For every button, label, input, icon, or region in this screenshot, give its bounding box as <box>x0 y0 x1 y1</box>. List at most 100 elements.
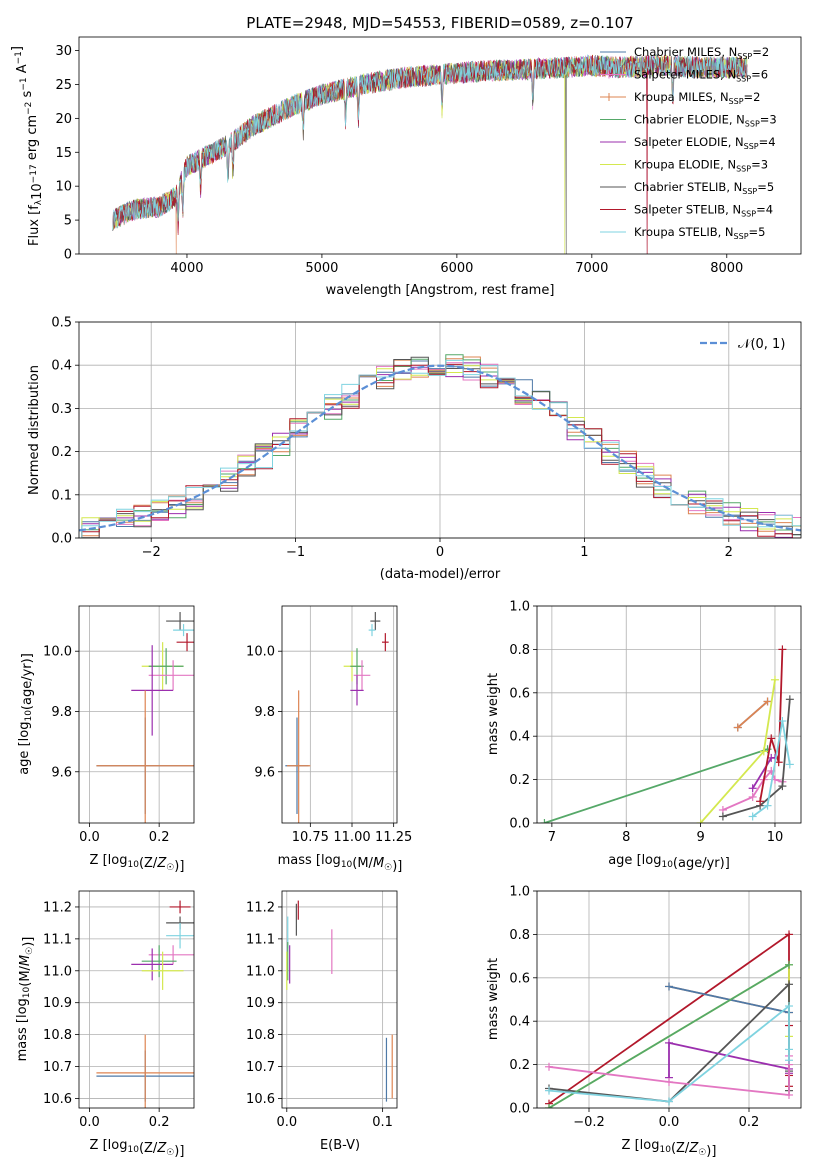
y-tick-label: 9.6 <box>51 765 72 780</box>
x-tick-label: 8 <box>622 830 630 845</box>
y-tick-label: 11.0 <box>43 964 72 979</box>
x-tick-label: 10.75 <box>292 830 329 845</box>
plot-area <box>286 900 393 1102</box>
y-tick-label: 11.1 <box>43 932 72 947</box>
y-tick-label: 1.0 <box>509 600 530 615</box>
y-tick-label: 10.7 <box>246 1060 275 1075</box>
plot-layer: 4000 5000 6000 7000 8000051015202530waveleng… <box>10 36 802 1159</box>
x-tick-label: 7000 <box>575 261 608 276</box>
plot-area <box>545 930 793 1108</box>
y-tick-label: 9.8 <box>51 705 72 720</box>
axes-weight_vs_Z: −0.2 0.0 0.2 0.0 0.2 0.4 0.6 0.8 1.0 <box>509 885 802 1130</box>
axes-age_vs_Z: 0.0 0.2 9.6 9.8 10.0 <box>43 605 195 845</box>
y-tick-label: 10.6 <box>246 1092 275 1107</box>
x-axis-label: Z [log10(Z/Z☉)] <box>90 1138 185 1159</box>
axes-residuals: −2 −1 0 1 2 0.0 0.1 0.2 0.3 0.4 0.5 <box>51 316 802 560</box>
legend-entry: Chabrier ELODIE, NSSP=3 <box>634 113 777 129</box>
legend-entry: Salpeter ELODIE, NSSP=4 <box>634 135 776 151</box>
axes-weight_vs_age: 7 8 9 10 0.0 0.2 0.4 0.6 0.8 1.0 <box>509 600 802 845</box>
y-tick-label: 9.6 <box>254 765 275 780</box>
weight-line <box>759 649 784 802</box>
y-tick-label: 10.6 <box>43 1092 72 1107</box>
y-tick-label: 0 <box>64 248 72 263</box>
spectrum-line <box>112 53 748 231</box>
y-tick-label: 11.2 <box>246 900 275 915</box>
y-tick-label: 0.0 <box>509 1102 530 1117</box>
x-tick-label: 8000 <box>710 261 743 276</box>
grid <box>79 606 194 823</box>
x-tick-label: 1 <box>580 545 588 560</box>
x-tick-label: 0.0 <box>79 830 100 845</box>
x-tick-label: 5000 <box>305 261 338 276</box>
x-tick-label: 11.25 <box>375 830 412 845</box>
plot-area <box>540 645 794 823</box>
histogram-step <box>79 362 801 538</box>
y-tick-label: 15 <box>55 146 72 161</box>
y-tick-label: 0.4 <box>509 1015 530 1030</box>
grid <box>79 321 801 539</box>
y-axis-label: Flux [fλ10−17 erg cm−2 s−1 A−1] <box>10 46 45 246</box>
weight-line <box>668 985 790 1014</box>
axes-mass_vs_ebv: 0.0 0.1 10.6 10.7 10.8 10.9 11.0 11.1 11.2 <box>246 890 398 1130</box>
y-tick-label: 11.1 <box>246 932 275 947</box>
x-tick-label: −1 <box>286 545 305 560</box>
grid <box>79 891 194 1108</box>
axes-frame <box>536 605 802 824</box>
y-tick-label: 10.8 <box>246 1028 275 1043</box>
x-axis-label: E(B-V) <box>320 1138 360 1153</box>
x-axis-label: (data-model)/error <box>380 567 501 582</box>
y-tick-label: 0.4 <box>509 730 530 745</box>
y-axis-label: age [log10(age/yr)] <box>17 653 35 775</box>
plot-area <box>96 900 194 1108</box>
x-tick-label: 0 <box>436 545 444 560</box>
y-tick-label: 0.4 <box>51 359 72 374</box>
x-tick-label: −2 <box>142 545 161 560</box>
y-axis-label: mass weight <box>486 673 501 755</box>
histogram-step <box>79 359 801 538</box>
y-tick-label: 10.8 <box>43 1028 72 1043</box>
legend-entry: Salpeter STELIB, NSSP=4 <box>634 203 773 219</box>
x-tick-label: 0.1 <box>372 1115 393 1130</box>
y-tick-label: 0.8 <box>509 643 530 658</box>
y-tick-label: 0.2 <box>51 445 72 460</box>
y-tick-label: 0.0 <box>51 532 72 547</box>
x-axis-label: wavelength [Angstrom, rest frame] <box>326 283 555 298</box>
x-tick-label: 0.2 <box>149 830 170 845</box>
histogram-step <box>79 354 801 538</box>
x-axis-label: Z [log10(Z/Z☉)] <box>90 853 185 874</box>
legend-entry: Chabrier MILES, NSSP=2 <box>634 45 769 61</box>
plot-area <box>96 612 194 823</box>
axes-spectrum: 4000 5000 6000 7000 8000 0 5 10 15 20 25 30 <box>55 36 802 276</box>
y-tick-label: 0.5 <box>51 316 72 331</box>
plot-area <box>112 53 748 254</box>
y-tick-label: 0.6 <box>509 971 530 986</box>
axes-frame <box>536 890 802 1109</box>
x-tick-label: 0.0 <box>276 1115 297 1130</box>
y-tick-label: 0.3 <box>51 402 72 417</box>
y-axis-label: Normed distribution <box>27 365 42 495</box>
axes-frame <box>281 890 398 1109</box>
y-tick-label: 5 <box>64 214 72 229</box>
axes-frame <box>78 321 802 539</box>
axes-mass_vs_Z: 0.0 0.2 10.6 10.7 10.8 10.9 11.0 11.1 11.2 <box>43 890 195 1130</box>
x-tick-label: 2 <box>725 545 733 560</box>
y-tick-label: 10.0 <box>246 645 275 660</box>
legend-entry: Kroupa STELIB, NSSP=5 <box>634 225 765 241</box>
y-tick-label: 25 <box>55 78 72 93</box>
weight-line <box>668 1041 790 1078</box>
legend-entry: 𝒩(0, 1) <box>738 337 785 352</box>
y-axis-label: mass [log10(M/M☉)] <box>15 937 36 1062</box>
figure-title: PLATE=2948, MJD=54553, FIBERID=0589, z=0… <box>246 14 633 32</box>
legend-entry: Chabrier STELIB, NSSP=5 <box>634 180 774 196</box>
y-tick-label: 10 <box>55 180 72 195</box>
x-tick-label: 10 <box>767 830 784 845</box>
grid <box>282 891 397 1108</box>
axes-frame <box>281 605 398 824</box>
y-tick-label: 0.0 <box>509 817 530 832</box>
legend-entry: Kroupa MILES, NSSP=2 <box>634 90 760 106</box>
x-tick-label: 9 <box>696 830 704 845</box>
y-tick-label: 10.9 <box>246 996 275 1011</box>
x-axis-label: age [log10(age/yr)] <box>608 853 730 871</box>
x-tick-label: 4000 <box>170 261 203 276</box>
